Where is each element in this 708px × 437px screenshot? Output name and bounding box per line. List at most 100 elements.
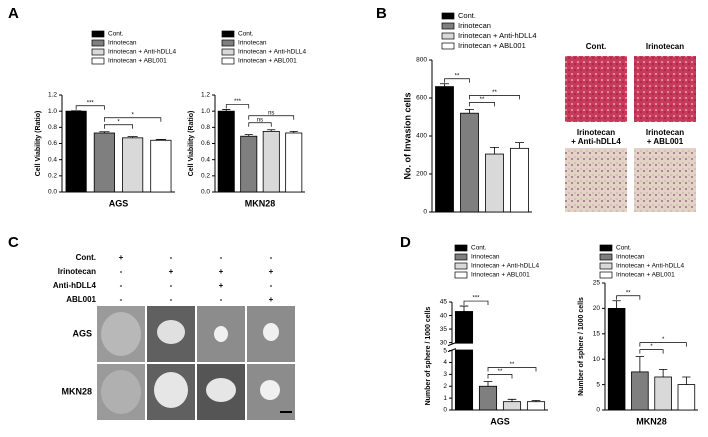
significance-bracket (487, 367, 537, 372)
bar (677, 384, 696, 411)
y-tick-label: 600 (416, 95, 427, 102)
y-tick-label: 10 (593, 356, 601, 363)
legend-swatch (441, 32, 455, 40)
legend-label: Cont. (108, 31, 124, 38)
error-bar (515, 142, 524, 149)
significance-bracket (225, 104, 250, 109)
y-tick-label: 0.8 (48, 124, 57, 131)
significance-label: * (662, 337, 665, 343)
y-tick-label: 0.4 (201, 156, 210, 163)
legend-swatch (91, 30, 105, 38)
legend-swatch (91, 48, 105, 56)
photo-label: Irinotecan (646, 128, 684, 137)
significance-label: ** (626, 290, 631, 296)
y-axis-label: Cell Viability (Ratio) (35, 111, 42, 177)
y-tick-label: 4 (443, 359, 447, 366)
legend-label: Irinotecan + Anti-hDLL4 (616, 263, 684, 270)
axis-break-mark (447, 342, 457, 353)
legend-swatch (454, 262, 468, 270)
error-bar (483, 381, 493, 387)
legend-label: Irinotecan (238, 40, 267, 47)
legend-swatch (221, 39, 235, 47)
significance-bracket (639, 349, 664, 354)
error-bar (459, 305, 469, 312)
legend-label: Irinotecan + Anti-hDLL4 (108, 49, 176, 56)
treatment-sign: - (270, 281, 273, 290)
panel-label: D (400, 234, 411, 251)
significance-bracket (75, 105, 105, 110)
bar (526, 401, 546, 411)
photo-label: + Anti-hDLL4 (571, 137, 621, 146)
photo (565, 148, 627, 212)
treatment-label: ABL001 (66, 295, 96, 304)
y-tick-label: 3 (443, 371, 447, 378)
treatment-label: Irinotecan (58, 267, 96, 276)
legend-swatch (441, 42, 455, 50)
error-bar (127, 136, 138, 138)
legend-label: Irinotecan + ABL001 (238, 58, 297, 65)
significance-bracket (469, 95, 520, 100)
treatment-sign: + (119, 253, 124, 262)
row-label: AGS (72, 328, 92, 338)
legend-swatch (221, 30, 235, 38)
bar (485, 153, 504, 213)
treatment-sign: - (270, 253, 273, 262)
error-bar (635, 356, 645, 372)
significance-bracket (248, 122, 272, 127)
bar (478, 385, 498, 411)
y-tick-label: 0 (443, 407, 447, 414)
treatment-sign: + (269, 267, 274, 276)
error-bar (244, 134, 253, 137)
significance-bracket (487, 374, 513, 379)
significance-bracket (469, 102, 495, 107)
treatment-sign: - (120, 295, 123, 304)
legend-swatch (454, 271, 468, 279)
legend-label: Cont. (616, 245, 632, 252)
legend-swatch (599, 262, 613, 270)
legend-label: Irinotecan + ABL001 (471, 272, 530, 279)
legend-swatch (91, 39, 105, 47)
sphere-photos (97, 306, 295, 420)
y-tick-label: 35 (440, 326, 448, 333)
significance-bracket (104, 124, 133, 129)
photo-label: Irinotecan (646, 42, 684, 51)
photo (634, 148, 696, 212)
y-tick-label: 5 (443, 347, 447, 354)
significance-bracket (444, 78, 470, 83)
significance-label: ** (455, 73, 460, 79)
y-tick-label: 200 (416, 171, 427, 178)
error-bar (155, 139, 166, 141)
y-tick-label: 0 (596, 407, 600, 414)
legend-swatch (441, 22, 455, 30)
error-bar (289, 130, 298, 133)
treatment-label: Anti-hDLL4 (53, 281, 97, 290)
significance-label: *** (234, 99, 242, 105)
y-tick-label: 0.0 (48, 189, 57, 196)
error-bar (465, 109, 474, 114)
bar (93, 132, 115, 193)
legend-swatch (599, 253, 613, 261)
y-tick-label: 0.0 (201, 189, 210, 196)
error-bar (612, 300, 621, 309)
treatment-label: Cont. (76, 253, 96, 262)
y-tick-label: 20 (593, 305, 601, 312)
photo (634, 56, 696, 122)
legend-label: Irinotecan + ABL001 (108, 58, 167, 65)
y-tick-label: 1.0 (201, 108, 210, 115)
bar (262, 130, 280, 193)
significance-label: ** (498, 369, 503, 375)
y-tick-label: 1.2 (48, 92, 57, 99)
legend-swatch (599, 244, 613, 252)
y-tick-label: 400 (416, 133, 427, 140)
y-tick-label: 0.6 (201, 140, 210, 147)
significance-bracket (639, 342, 687, 347)
error-bar (507, 398, 517, 402)
legend-swatch (221, 57, 235, 65)
treatment-sign: - (220, 295, 223, 304)
y-axis-label: No. of Invasion cells (402, 92, 412, 179)
y-tick-label: 0.2 (201, 173, 210, 180)
error-bar (267, 129, 276, 132)
significance-label: *** (87, 100, 95, 106)
legend-swatch (91, 57, 105, 65)
bar (285, 132, 303, 193)
